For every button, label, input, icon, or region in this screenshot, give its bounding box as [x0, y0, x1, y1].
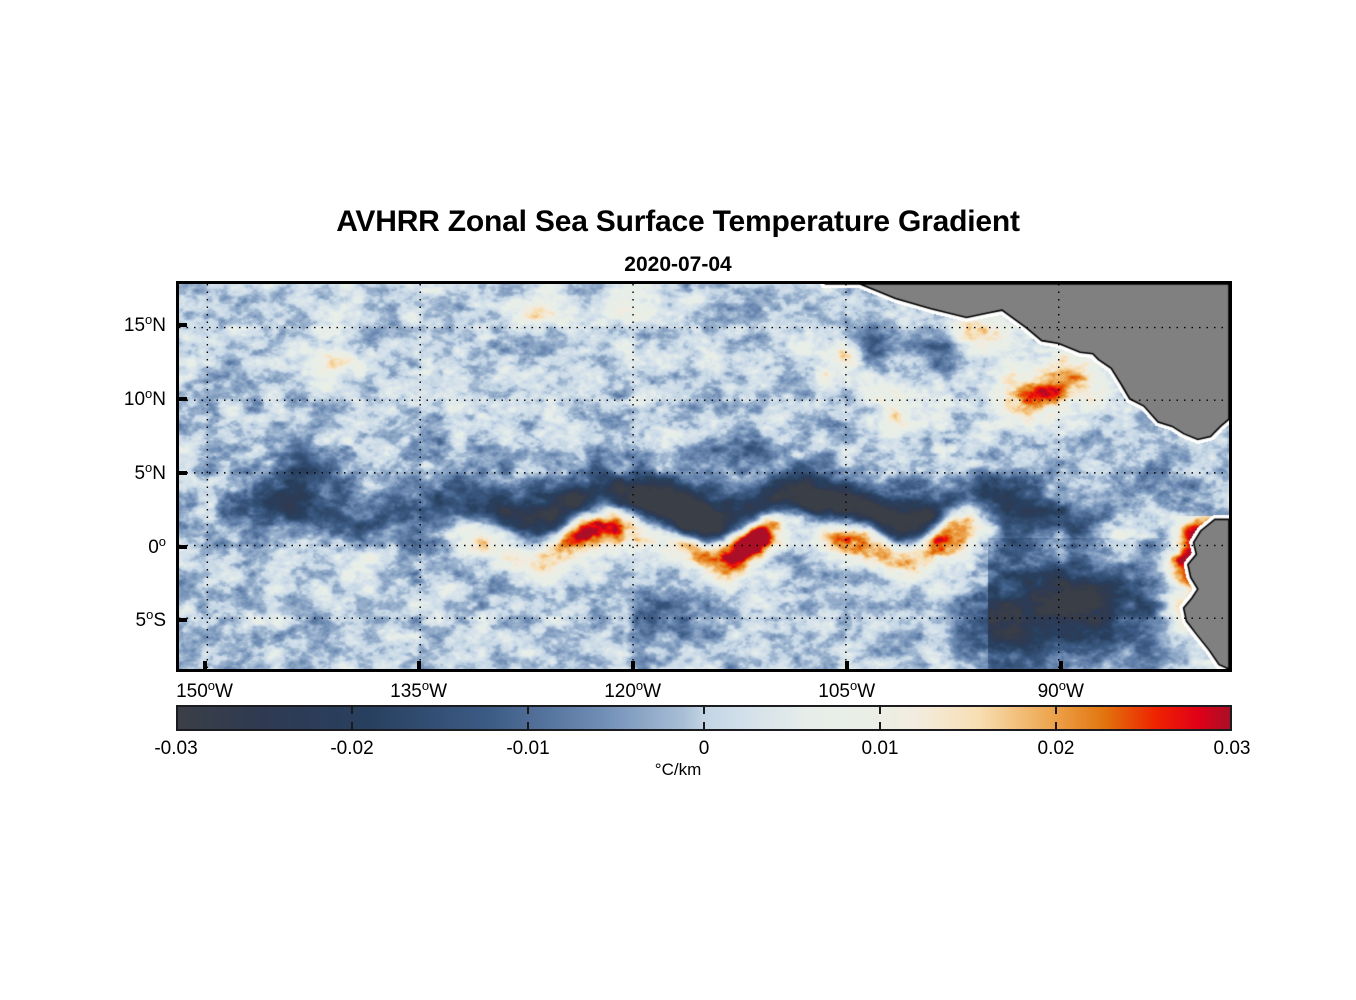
x-tick-label: 105oW	[818, 678, 876, 702]
y-tick-label: 10oN	[123, 386, 166, 411]
x-tick-mark	[630, 661, 635, 672]
x-tick-label: 135oW	[390, 678, 448, 702]
x-tick-label: 120oW	[604, 678, 662, 702]
colorbar-tick-label: -0.03	[154, 738, 198, 759]
colorbar-tick-mark	[1055, 722, 1057, 731]
y-tick-label: 5oN	[134, 459, 166, 484]
colorbar-tick-label: 0	[698, 738, 710, 759]
y-tick-mark	[176, 470, 187, 475]
y-tick-label: 15oN	[123, 312, 166, 337]
colorbar-tick-mark	[351, 722, 353, 731]
colorbar-tick-mark	[703, 722, 705, 731]
y-tick-mark	[176, 618, 187, 623]
x-tick-label: 90oW	[1037, 678, 1084, 702]
y-tick-mark	[176, 397, 187, 402]
colorbar-tick-label: -0.02	[330, 738, 374, 759]
colorbar-tick-mark	[703, 705, 705, 714]
colorbar-tick-mark	[879, 705, 881, 714]
y-tick-mark	[176, 323, 187, 328]
sst-gradient-heatmap	[179, 284, 1229, 669]
colorbar-tick-mark	[1055, 705, 1057, 714]
x-tick-mark	[1058, 661, 1063, 672]
map-axes	[176, 281, 1232, 672]
x-tick-mark	[844, 661, 849, 672]
colorbar-tick-mark	[527, 722, 529, 731]
figure-subtitle: 2020-07-04	[624, 253, 732, 276]
y-tick-label: 5oS	[135, 607, 167, 632]
colorbar-tick-mark	[879, 722, 881, 731]
x-tick-mark	[416, 661, 421, 672]
y-tick-mark	[176, 544, 187, 549]
colorbar-tick-label: 0.01	[861, 738, 899, 759]
colorbar-tick-mark	[351, 705, 353, 714]
y-tick-label: 0o	[148, 533, 166, 558]
colorbar-tick-label: -0.01	[506, 738, 550, 759]
colorbar-unit-label: °C/km	[654, 760, 702, 779]
colorbar-tick-label: 0.03	[1213, 738, 1251, 759]
colorbar-tick-label: 0.02	[1037, 738, 1075, 759]
page-title: AVHRR Zonal Sea Surface Temperature Grad…	[336, 205, 1020, 238]
x-tick-mark	[202, 661, 207, 672]
colorbar-tick-mark	[527, 705, 529, 714]
x-tick-label: 150oW	[176, 678, 233, 702]
colorbar-gradient	[178, 707, 1230, 729]
